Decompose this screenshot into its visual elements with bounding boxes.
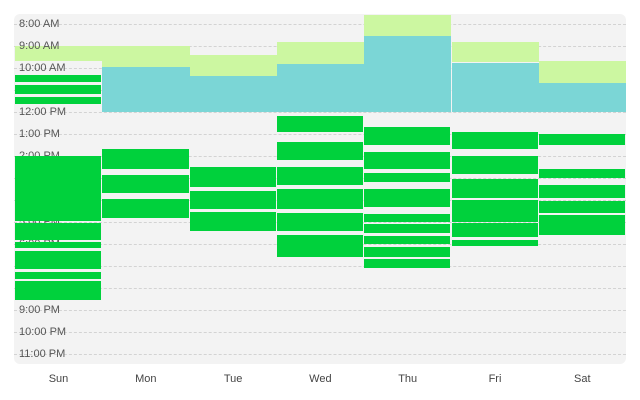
time-label: 11:00 PM (19, 348, 66, 360)
hour-gridline (14, 24, 626, 25)
time-slot[interactable] (102, 149, 189, 170)
time-slot[interactable] (15, 281, 102, 301)
time-slot[interactable] (364, 224, 451, 233)
teal-block (102, 66, 190, 112)
time-slot[interactable] (538, 184, 626, 198)
hour-gridline (14, 112, 626, 113)
time-slot[interactable] (451, 239, 538, 247)
time-slot[interactable] (538, 215, 626, 236)
day-label-fri: Fri (488, 373, 502, 385)
time-slot[interactable] (15, 200, 102, 221)
light-green-block (451, 41, 539, 63)
hour-gridline (14, 266, 626, 267)
time-slot[interactable] (15, 156, 102, 178)
day-label-wed: Wed (309, 373, 332, 385)
hour-gridline (14, 310, 626, 311)
time-slot[interactable] (364, 172, 451, 183)
teal-block (276, 63, 365, 112)
time-label: 9:00 AM (19, 40, 60, 52)
hour-gridline (14, 354, 626, 355)
time-slot[interactable] (538, 201, 626, 214)
time-slot[interactable] (15, 223, 102, 240)
time-slot[interactable] (15, 74, 102, 83)
time-slot[interactable] (15, 271, 102, 280)
teal-block (364, 36, 452, 112)
light-green-block (102, 46, 190, 67)
day-label-thu: Thu (398, 373, 418, 385)
light-green-block (189, 54, 277, 76)
time-slot[interactable] (102, 174, 189, 194)
time-slot[interactable] (538, 169, 626, 178)
time-slot[interactable] (15, 96, 102, 105)
teal-block (451, 62, 539, 112)
time-slot[interactable] (538, 134, 626, 145)
time-slot[interactable] (189, 167, 276, 187)
time-slot[interactable] (451, 156, 538, 174)
hour-gridline (14, 288, 626, 289)
light-green-block (276, 41, 365, 64)
time-label: 10:00 PM (19, 326, 67, 338)
time-slot[interactable] (451, 200, 538, 222)
day-label-sun: Sun (48, 373, 69, 385)
time-label: 1:00 PM (19, 128, 60, 140)
time-slot[interactable] (276, 235, 364, 258)
hour-gridline (14, 332, 626, 333)
light-green-block (364, 15, 452, 37)
time-slot[interactable] (364, 127, 451, 145)
day-label-sat: Sat (574, 373, 591, 385)
time-slot[interactable] (102, 198, 189, 218)
time-slot[interactable] (364, 189, 451, 207)
time-slot[interactable] (15, 250, 102, 270)
time-slot[interactable] (189, 191, 276, 209)
time-label: 10:00 AM (19, 62, 66, 74)
time-label: 9:00 PM (19, 304, 60, 316)
teal-block (189, 75, 277, 112)
day-label-mon: Mon (135, 373, 157, 385)
time-slot[interactable] (15, 241, 102, 249)
time-slot[interactable] (276, 213, 364, 231)
time-slot[interactable] (364, 214, 451, 222)
day-label-tue: Tue (223, 373, 243, 385)
time-slot[interactable] (364, 151, 451, 170)
light-green-block (538, 61, 627, 84)
time-slot[interactable] (15, 84, 102, 95)
time-slot[interactable] (276, 189, 364, 209)
time-slot[interactable] (364, 247, 451, 258)
time-slot[interactable] (189, 212, 276, 231)
time-slot[interactable] (451, 131, 538, 150)
time-slot[interactable] (15, 178, 102, 200)
time-slot[interactable] (451, 223, 538, 238)
time-slot[interactable] (276, 116, 364, 132)
light-green-block (15, 46, 103, 62)
time-label: 12:00 PM (19, 106, 67, 118)
time-slot[interactable] (276, 141, 364, 161)
time-slot[interactable] (364, 236, 451, 244)
time-slot[interactable] (276, 167, 364, 185)
hour-gridline (14, 134, 626, 135)
time-label: 8:00 AM (19, 18, 60, 30)
time-slot[interactable] (451, 179, 538, 198)
time-slot[interactable] (364, 259, 451, 269)
teal-block (538, 83, 627, 112)
